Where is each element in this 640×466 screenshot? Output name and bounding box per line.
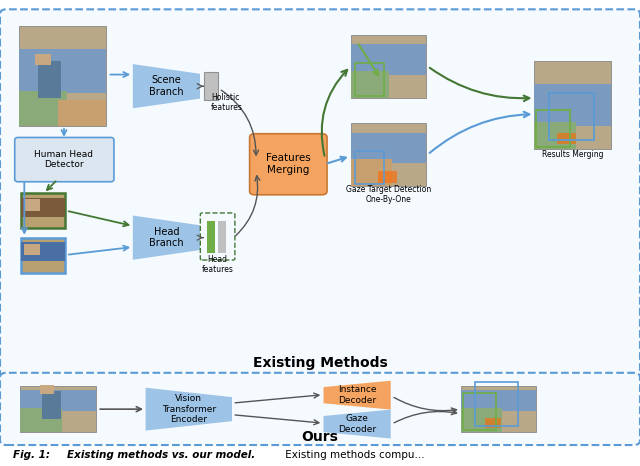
FancyBboxPatch shape [15,137,114,182]
Text: Results Merging: Results Merging [542,150,604,159]
FancyBboxPatch shape [21,238,65,273]
FancyBboxPatch shape [19,91,67,126]
FancyBboxPatch shape [19,49,106,93]
FancyBboxPatch shape [351,123,426,186]
FancyBboxPatch shape [38,61,61,98]
FancyBboxPatch shape [58,100,106,126]
FancyBboxPatch shape [21,193,65,228]
Polygon shape [324,410,390,439]
FancyBboxPatch shape [20,408,62,432]
FancyBboxPatch shape [35,54,51,65]
FancyBboxPatch shape [461,408,502,432]
FancyBboxPatch shape [351,159,392,186]
FancyBboxPatch shape [534,61,611,149]
Text: Instance
Decoder: Instance Decoder [338,385,376,405]
FancyBboxPatch shape [20,390,96,411]
FancyBboxPatch shape [351,35,426,98]
FancyBboxPatch shape [534,122,576,149]
FancyBboxPatch shape [40,385,54,394]
Text: Gaze Target Detection
One-By-One: Gaze Target Detection One-By-One [346,185,431,205]
FancyBboxPatch shape [461,390,536,411]
FancyBboxPatch shape [19,26,106,126]
Text: Gaze
Decoder: Gaze Decoder [338,414,376,434]
Polygon shape [133,215,200,260]
Text: Existing methods vs. our model.: Existing methods vs. our model. [67,450,255,460]
FancyBboxPatch shape [0,373,640,445]
Text: Head
features: Head features [202,255,234,274]
FancyBboxPatch shape [351,71,389,98]
FancyBboxPatch shape [351,133,426,163]
FancyBboxPatch shape [42,391,61,419]
FancyBboxPatch shape [21,198,65,217]
Text: Existing Methods: Existing Methods [253,356,387,370]
FancyBboxPatch shape [218,221,226,253]
FancyBboxPatch shape [24,199,40,211]
Polygon shape [146,388,232,431]
Text: Human Head
Detector: Human Head Detector [35,150,93,169]
Text: Ours: Ours [301,430,339,444]
FancyBboxPatch shape [351,44,426,75]
Text: Head
Branch: Head Branch [149,227,184,248]
Text: Features
Merging: Features Merging [266,153,310,175]
FancyBboxPatch shape [24,244,40,255]
FancyBboxPatch shape [204,72,218,100]
FancyBboxPatch shape [485,418,501,428]
FancyBboxPatch shape [557,133,576,144]
FancyBboxPatch shape [461,386,536,432]
Polygon shape [324,381,390,410]
FancyBboxPatch shape [207,221,215,253]
Text: Vision
Transformer
Encoder: Vision Transformer Encoder [162,394,216,424]
Text: Fig. 1:: Fig. 1: [13,450,50,460]
Polygon shape [133,64,200,109]
FancyBboxPatch shape [250,134,327,195]
FancyBboxPatch shape [0,9,640,380]
Text: Holistic
features: Holistic features [211,93,243,112]
Text: Scene
Branch: Scene Branch [149,75,184,97]
Text: Existing methods compu...: Existing methods compu... [282,450,424,460]
FancyBboxPatch shape [534,84,611,126]
FancyBboxPatch shape [378,171,397,183]
FancyBboxPatch shape [21,242,65,261]
FancyBboxPatch shape [20,386,96,432]
